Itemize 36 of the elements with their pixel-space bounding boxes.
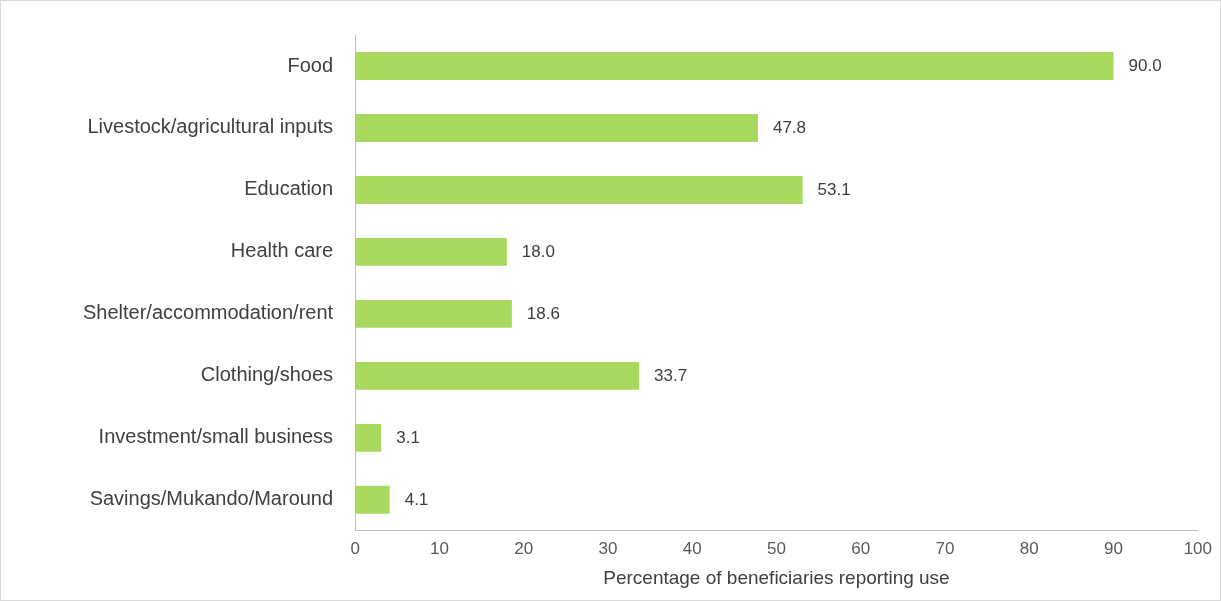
- x-tick-label: 40: [682, 538, 702, 558]
- x-tick-label: 70: [935, 538, 955, 558]
- x-tick-label: 10: [429, 538, 449, 558]
- y-tick-label: Investment/small business: [98, 425, 334, 448]
- data-label: 18.0: [521, 241, 555, 261]
- x-tick-label: 60: [851, 538, 871, 558]
- x-tick-label: 0: [350, 538, 360, 558]
- data-label: 33.7: [654, 365, 688, 385]
- bar: [355, 299, 512, 328]
- y-tick-label: Education: [244, 177, 334, 200]
- x-axis-title: Percentage of beneficiaries reporting use: [603, 566, 950, 588]
- x-tick-label: 50: [767, 538, 786, 558]
- x-tick-label: 30: [598, 538, 618, 558]
- x-tick-label: 80: [1019, 538, 1039, 558]
- data-label: 90.0: [1128, 55, 1162, 75]
- bar: [355, 237, 507, 266]
- bar: [355, 175, 803, 204]
- bar: [355, 361, 640, 390]
- data-label: 18.6: [526, 303, 560, 323]
- y-tick-label: Shelter/accommodation/rent: [82, 301, 334, 324]
- data-label: 53.1: [817, 179, 851, 199]
- bar: [355, 423, 382, 452]
- y-tick-label: Health care: [230, 239, 334, 262]
- y-tick-label: Livestock/agricultural inputs: [87, 115, 334, 138]
- x-tick-label: 100: [1183, 538, 1213, 558]
- data-label: 47.8: [772, 117, 807, 137]
- bar: [355, 52, 1114, 80]
- y-tick-label: Clothing/shoes: [200, 363, 334, 386]
- data-label: 4.1: [404, 489, 429, 509]
- x-tick-label: 90: [1104, 538, 1124, 558]
- bar: [355, 485, 390, 514]
- data-label: 3.1: [396, 427, 420, 447]
- y-tick-label: Food: [287, 53, 334, 76]
- x-tick-label: 20: [514, 538, 534, 558]
- bar: [355, 114, 758, 142]
- y-tick-label: Savings/Mukando/Maround: [89, 487, 334, 510]
